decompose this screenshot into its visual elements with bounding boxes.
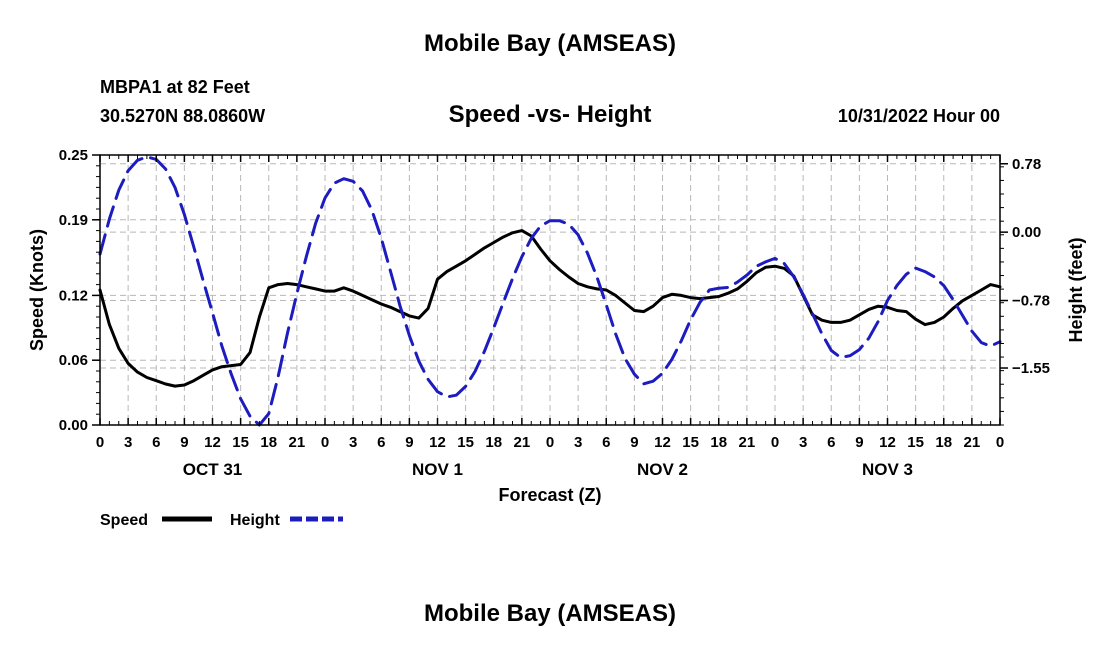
- x-tick-label: 15: [682, 434, 699, 451]
- series-lines: [98, 155, 1002, 427]
- x-tick-label: 9: [405, 434, 413, 451]
- x-tick-label: 6: [152, 434, 160, 451]
- x-tick-label: 15: [907, 434, 924, 451]
- x-tick-label: 18: [710, 434, 727, 451]
- day-label: NOV 2: [637, 460, 688, 479]
- x-tick-label: 3: [574, 434, 582, 451]
- height-series-line: [98, 155, 1002, 427]
- x-tick-label: 15: [232, 434, 249, 451]
- x-tick-label: 12: [429, 434, 446, 451]
- legend-speed-label: Speed: [100, 512, 148, 529]
- repeated-chart-title: Mobile Bay (AMSEAS): [423, 600, 677, 627]
- x-tick-label: 0: [546, 434, 554, 451]
- x-tick-label: 6: [602, 434, 610, 451]
- y-tick-label: 0.12: [59, 287, 88, 304]
- chart-title: Mobile Bay (AMSEAS): [423, 30, 677, 57]
- legend-height-label: Height: [230, 512, 280, 529]
- x-tick-label: 3: [124, 434, 132, 451]
- x-tick-label: 0: [96, 434, 104, 451]
- x-tick-label: 18: [260, 434, 277, 451]
- legend: Speed Height: [100, 512, 343, 529]
- x-tick-label: 12: [879, 434, 896, 451]
- x-tick-label: 9: [630, 434, 638, 451]
- y-tick-label: 0.19: [59, 212, 88, 229]
- x-tick-label: 12: [654, 434, 671, 451]
- x-tick-label: 21: [289, 434, 306, 451]
- y2-tick-label: −1.55: [1012, 360, 1050, 377]
- model-run-time: 10/31/2022 Hour 00: [837, 106, 1000, 126]
- y2-tick-label: 0.78: [1012, 156, 1041, 173]
- x-axis-label: Forecast (Z): [498, 485, 601, 505]
- x-tick-label: 15: [457, 434, 474, 451]
- x-tick-label: 0: [771, 434, 779, 451]
- x-tick-label: 18: [935, 434, 952, 451]
- y-axis-label: Speed (Knots): [27, 229, 47, 351]
- y2-tick-label: −0.78: [1012, 293, 1050, 310]
- x-tick-label: 12: [204, 434, 221, 451]
- x-tick-label: 0: [996, 434, 1004, 451]
- day-label: NOV 1: [412, 460, 463, 479]
- station-coordinates: 30.5270N 88.0860W: [100, 106, 266, 126]
- x-tick-label: 0: [321, 434, 329, 451]
- x-tick-label: 9: [855, 434, 863, 451]
- axes: 0 3 6 9 12 15 18 21 0 3 6 9 12 15 18 21 0 3 6 9 12 15 18 21 0 3 6 9…: [59, 147, 1050, 479]
- y-tick-label: 0.00: [59, 417, 88, 434]
- day-label: OCT 31: [183, 460, 243, 479]
- y2-axis-label: Height (feet): [1066, 238, 1086, 343]
- x-tick-label: 6: [377, 434, 385, 451]
- y2-tick-label: 0.00: [1012, 224, 1041, 241]
- y-tick-label: 0.25: [59, 147, 88, 164]
- chart-subtitle: Speed -vs- Height: [448, 101, 652, 128]
- x-tick-label: 3: [799, 434, 807, 451]
- grid: [100, 155, 1000, 425]
- y-tick-label: 0.06: [59, 352, 88, 369]
- x-tick-label: 18: [485, 434, 502, 451]
- x-tick-label: 21: [964, 434, 981, 451]
- x-tick-label: 3: [349, 434, 357, 451]
- x-tick-label: 9: [180, 434, 188, 451]
- speed-series-line: [98, 229, 1002, 388]
- day-label: NOV 3: [862, 460, 913, 479]
- x-tick-label: 6: [827, 434, 835, 451]
- station-label: MBPA1 at 82 Feet: [100, 77, 250, 97]
- x-tick-label: 21: [514, 434, 531, 451]
- x-tick-label: 21: [739, 434, 756, 451]
